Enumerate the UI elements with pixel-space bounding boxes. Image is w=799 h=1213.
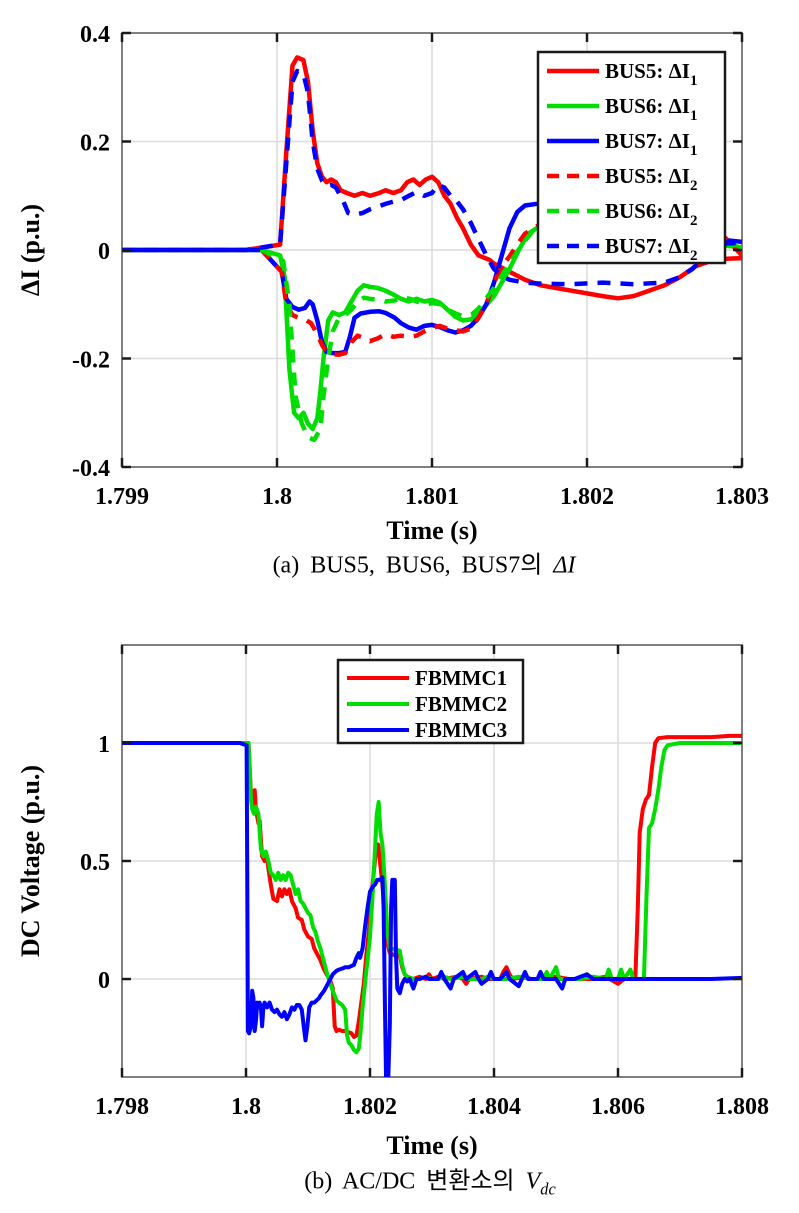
chart-a-caption: (a) BUS5, BUS6, BUS7의 ΔI [273,545,576,580]
tick-labels-b: 1.798 1.8 1.802 1.804 1.806 1.808 0 0.5 1 [80,732,769,1120]
x-tick-label: 1.802 [560,484,614,510]
y-tick-label: 0 [98,239,110,265]
legend-box-a [536,50,727,265]
x-tick-label: 1.803 [715,484,769,510]
y-tick-label: 0 [98,968,110,994]
chart-b-xlabel: Time (s) [386,1131,478,1160]
series-FBMMC3 [122,741,742,1077]
y-tick-label: 0.2 [80,131,110,157]
caption-b-sub: dc [540,1179,556,1199]
x-tick-label: 1.802 [343,1094,397,1120]
legend-label: FBMMC1 [415,666,507,690]
y-tick-label: 1 [98,732,110,758]
series-FBMMC2 [122,741,742,1055]
x-tick-label: 1.804 [467,1094,521,1120]
x-tick-label: 1.806 [591,1094,645,1120]
chart-a-xlabel: Time (s) [386,516,478,545]
x-tick-label: 1.799 [95,484,149,510]
chart-b-ylabel: DC Voltage (p.u.) [16,764,45,958]
tick-labels-a: 1.799 1.8 1.801 1.802 1.803 -0.4 -0.2 0 0.2 0.4 [72,22,769,510]
caption-a-text: BUS5, BUS6, BUS7의 [310,552,543,579]
caption-b-text: AC/DC 변환소의 [341,1168,515,1195]
x-tick-label: 1.8 [262,484,292,510]
tick-marks-b [120,645,744,1077]
legend-label: FBMMC2 [415,692,507,716]
y-tick-label: 0.4 [80,22,110,48]
y-tick-label: -0.4 [72,456,110,482]
tick-marks-a [120,31,744,469]
series-BUS6-dI2 [122,224,742,443]
legend-label: FBMMC3 [415,718,507,742]
caption-a-math: ΔI [553,552,576,579]
caption-b-index: (b) [304,1168,333,1195]
y-tick-label: -0.2 [72,348,110,374]
chart-a-ylabel: ΔI (p.u.) [16,203,45,297]
caption-a-index: (a) [272,552,300,579]
chart-b-caption: (b) AC/DC 변환소의 Vdc [304,1161,555,1200]
series-group-b [122,733,742,1077]
series-FBMMC1 [122,733,742,1039]
y-tick-label: 0.5 [80,850,110,876]
x-tick-label: 1.801 [405,484,459,510]
x-tick-label: 1.798 [95,1094,149,1120]
x-tick-label: 1.8 [231,1094,261,1120]
x-tick-label: 1.808 [715,1094,769,1120]
caption-b-var: V [525,1168,541,1195]
